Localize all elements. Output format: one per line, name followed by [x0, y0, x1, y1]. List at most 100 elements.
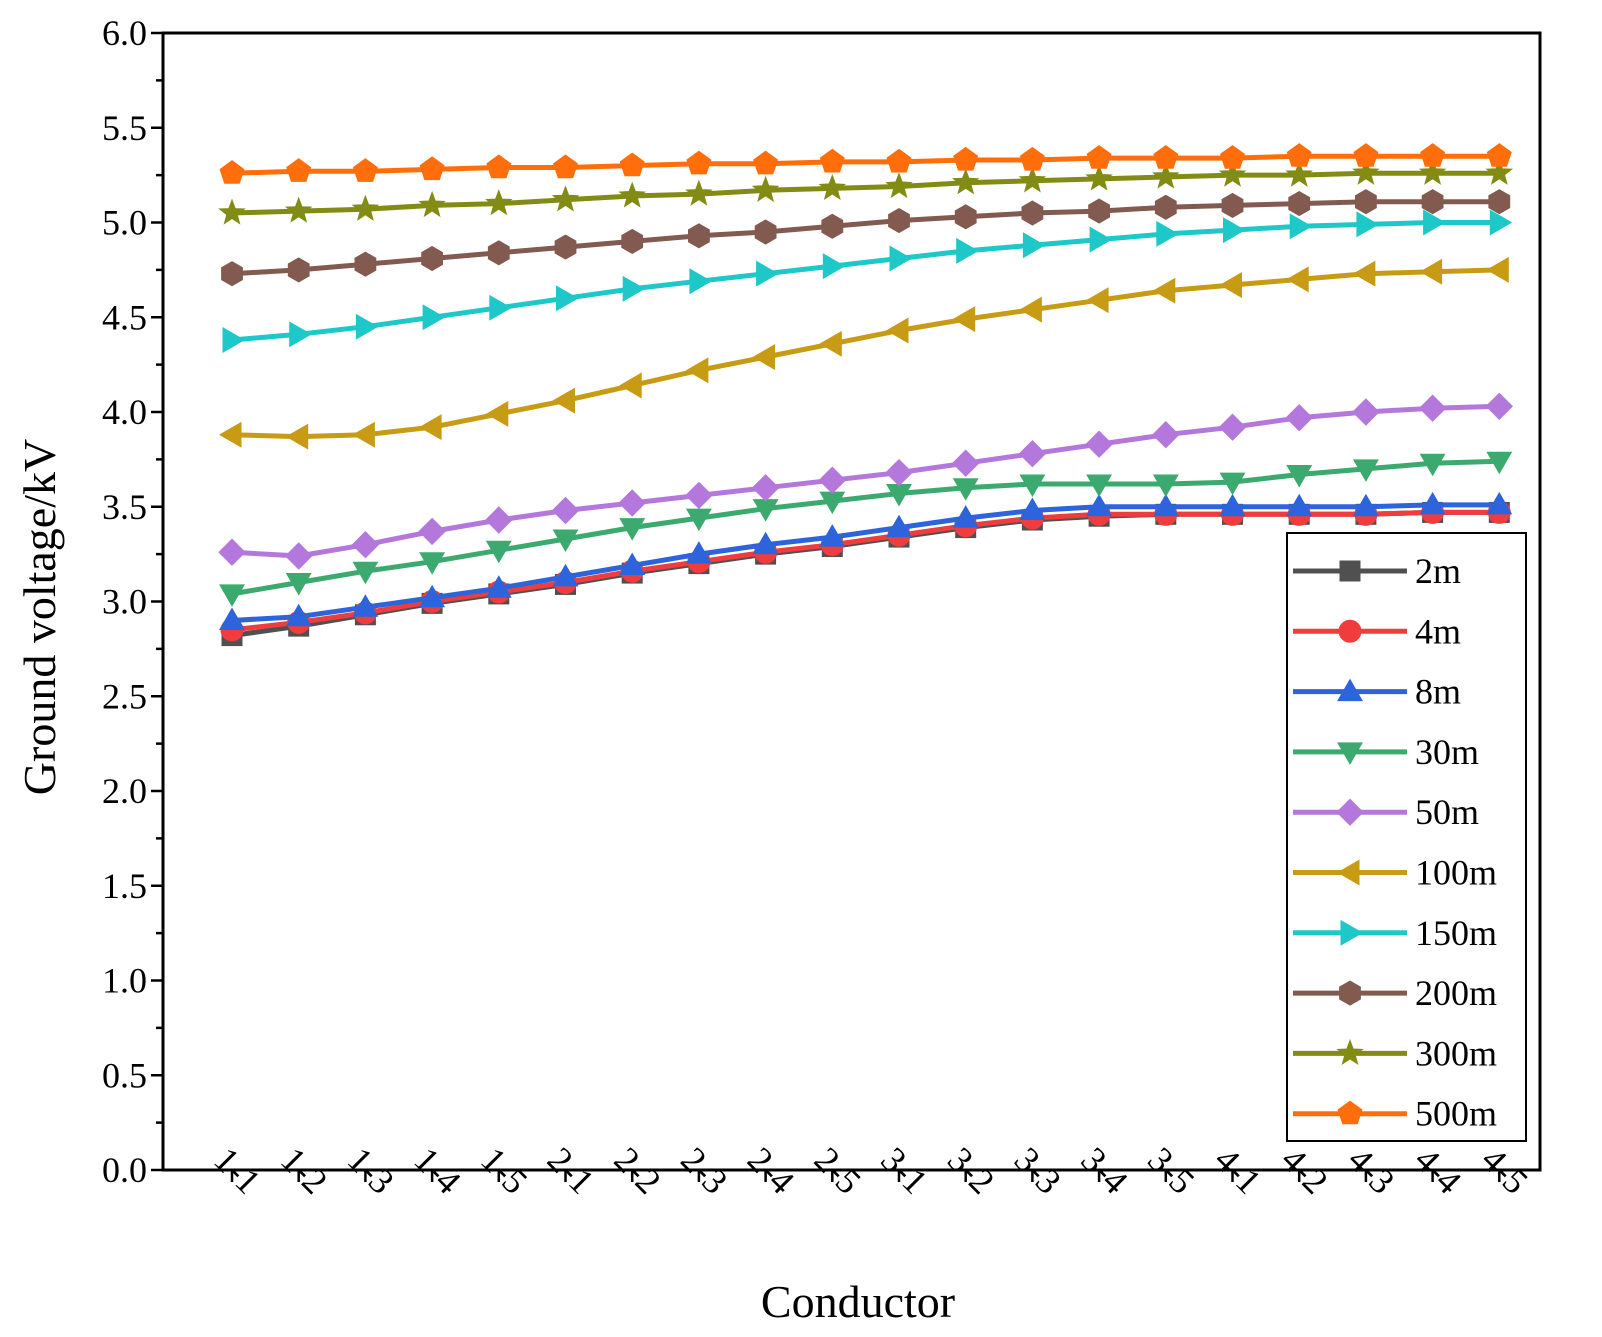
- data-point: [953, 146, 979, 171]
- legend: 2m 4m 8m 30m 50m 100m 150m 200m 300m 500m: [1286, 532, 1527, 1142]
- data-point: [485, 506, 513, 534]
- y-tick-label: 5.0: [102, 203, 147, 243]
- data-point: [685, 541, 712, 564]
- data-point: [1018, 166, 1047, 193]
- legend-label: 150m: [1415, 913, 1497, 953]
- data-point: [1419, 491, 1446, 515]
- data-point: [1223, 217, 1246, 244]
- data-point: [1418, 158, 1447, 185]
- y-tick-label: 2.0: [102, 771, 147, 811]
- data-point: [1022, 232, 1046, 259]
- data-point: [222, 327, 246, 353]
- legend-swatch-marker: [1336, 1038, 1364, 1066]
- data-point: [1085, 430, 1113, 458]
- data-point: [1286, 143, 1312, 167]
- data-point: [1420, 143, 1446, 167]
- data-point: [886, 514, 912, 538]
- y-tick-label: 0.0: [102, 1150, 147, 1190]
- data-point: [885, 458, 913, 487]
- data-point: [1286, 493, 1313, 517]
- data-point: [419, 584, 446, 608]
- data-point: [1021, 200, 1044, 226]
- data-point: [1285, 160, 1313, 187]
- data-point: [352, 561, 379, 585]
- data-point: [552, 387, 575, 414]
- data-point: [419, 552, 446, 575]
- legend-swatch-marker: [1339, 560, 1361, 582]
- data-point: [1289, 213, 1313, 240]
- data-point: [289, 321, 312, 348]
- data-point: [355, 313, 379, 340]
- legend-swatch-marker: [1337, 742, 1363, 765]
- data-point: [1086, 493, 1113, 517]
- legend-label: 8m: [1415, 672, 1461, 712]
- data-point: [418, 517, 446, 546]
- data-point: [1485, 392, 1514, 421]
- data-point: [221, 261, 243, 287]
- data-point: [485, 575, 512, 598]
- data-point: [753, 150, 779, 175]
- data-point: [219, 584, 245, 607]
- data-point: [485, 189, 513, 216]
- data-point: [1355, 189, 1377, 215]
- data-point: [1019, 146, 1045, 171]
- data-point: [1018, 439, 1047, 468]
- data-point: [1418, 394, 1447, 422]
- data-point: [552, 529, 579, 553]
- data-point: [352, 421, 375, 448]
- legend-item-2m: 2m: [1293, 551, 1461, 591]
- data-point: [685, 357, 709, 384]
- data-point: [885, 172, 913, 199]
- data-point: [284, 196, 313, 223]
- y-tick-label: 0.5: [102, 1055, 147, 1095]
- data-point: [686, 150, 712, 175]
- series-300m: [218, 158, 1514, 225]
- data-point: [1086, 144, 1112, 169]
- legend-swatch-marker: [1336, 798, 1364, 826]
- data-point: [819, 330, 842, 357]
- data-point: [219, 607, 245, 630]
- data-point: [1353, 143, 1379, 167]
- y-tick-label: 4.0: [102, 392, 147, 432]
- data-point: [885, 317, 909, 344]
- data-point: [351, 530, 380, 559]
- data-point: [951, 449, 980, 477]
- data-point: [285, 573, 312, 596]
- data-point: [1088, 198, 1110, 224]
- data-point: [688, 223, 710, 249]
- legend-box: [1286, 532, 1527, 1142]
- data-point: [1423, 209, 1446, 236]
- data-point: [489, 294, 512, 321]
- data-point: [821, 213, 844, 239]
- data-point: [618, 181, 646, 208]
- data-point: [819, 148, 845, 173]
- data-point: [556, 285, 579, 312]
- data-point: [1486, 451, 1513, 475]
- y-tick-label: 1.0: [102, 961, 147, 1001]
- series-30m: [219, 451, 1513, 607]
- legend-item-100m: 100m: [1293, 853, 1497, 893]
- legend-item-50m: 50m: [1293, 792, 1479, 832]
- data-point: [486, 154, 512, 179]
- legend-swatch-marker: [1336, 859, 1360, 886]
- data-point: [551, 185, 580, 212]
- legend-label: 200m: [1415, 973, 1497, 1013]
- data-point: [1288, 191, 1311, 217]
- legend-label: 100m: [1415, 853, 1497, 893]
- data-point: [618, 489, 646, 517]
- data-point: [485, 540, 512, 564]
- data-point: [956, 237, 979, 264]
- data-point: [418, 190, 446, 218]
- data-point: [284, 542, 313, 570]
- series-200m: [221, 189, 1511, 287]
- data-point: [551, 496, 580, 525]
- legend-label: 30m: [1415, 732, 1479, 772]
- data-point: [621, 228, 644, 254]
- data-point: [622, 275, 646, 302]
- data-point: [421, 245, 443, 272]
- legend-item-500m: 500m: [1293, 1094, 1497, 1134]
- data-point: [1152, 493, 1179, 517]
- data-point: [1486, 256, 1509, 283]
- legend-swatch-marker: [1339, 980, 1361, 1006]
- data-point: [218, 538, 246, 566]
